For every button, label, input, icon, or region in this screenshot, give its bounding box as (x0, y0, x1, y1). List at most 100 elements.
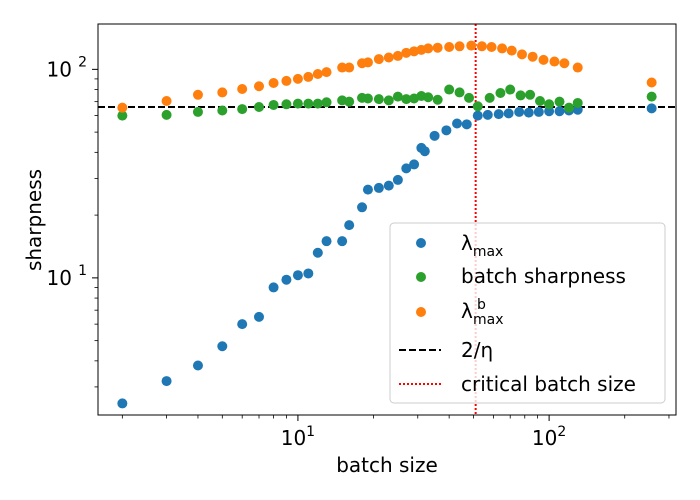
x-axis-label: batch size (336, 453, 438, 477)
point-batch-sharpness-2 (192, 106, 203, 117)
point-lambda-max-b-24 (444, 41, 455, 52)
point-lambda-max-b-29 (497, 43, 508, 54)
point-lambda-max-b-19 (401, 47, 412, 58)
point-lambda-max-b-5 (254, 81, 265, 92)
point-lambda-max-b-11 (321, 67, 332, 78)
point-batch-sharpness-7 (281, 99, 292, 110)
point-lambda-max-b-2 (192, 89, 203, 100)
point-lambda-max-b-13 (344, 62, 355, 73)
plot-frame (97, 23, 677, 416)
point-batch-sharpness-18 (392, 91, 403, 102)
point-lambda-max-14 (357, 202, 368, 213)
point-batch-sharpness-25 (454, 87, 465, 98)
point-batch-sharpness-36 (564, 102, 575, 113)
legend-entry-batch-sharpness: batch sharpness (461, 264, 626, 288)
point-batch-sharpness-8 (292, 98, 303, 109)
point-batch-sharpness-17 (383, 95, 394, 106)
legend: λmax batch sharpness λ b max 2/η critica… (389, 222, 666, 404)
point-lambda-max-b-10 (312, 68, 323, 79)
point-lambda-max-6 (268, 282, 279, 293)
point-batch-sharpness-13 (344, 96, 355, 107)
point-batch-sharpness-10 (312, 98, 323, 109)
point-batch-sharpness-4 (237, 104, 248, 115)
point-batch-sharpness-9 (303, 98, 314, 109)
point-lambda-max-18 (392, 174, 403, 185)
point-lambda-max-12 (337, 236, 348, 247)
point-lambda-max-b-25 (454, 41, 465, 52)
point-lambda-max-19 (401, 163, 412, 174)
point-batch-sharpness-5 (254, 101, 265, 112)
point-lambda-max-22 (419, 146, 430, 157)
point-lambda-max-b-4 (237, 83, 248, 94)
legend-marker-lambda-max-b (416, 307, 426, 317)
point-lambda-max-b-28 (486, 41, 497, 52)
point-lambda-max-31 (514, 106, 525, 117)
point-batch-sharpness-27 (472, 101, 483, 112)
point-batch-sharpness-16 (373, 94, 384, 105)
point-lambda-max-b-34 (549, 56, 560, 67)
point-lambda-max-27 (472, 110, 483, 121)
point-lambda-max-13 (344, 220, 355, 231)
point-lambda-max-b-35 (559, 58, 570, 69)
point-lambda-max-b-26 (466, 40, 477, 51)
point-batch-sharpness-26 (464, 92, 475, 103)
point-lambda-max-b-33 (538, 54, 549, 65)
point-lambda-max-20 (409, 159, 420, 170)
legend-marker-batch-sharpness (416, 272, 426, 282)
y-axis-label: sharpness (22, 169, 46, 271)
point-lambda-max-b-15 (362, 57, 373, 68)
point-lambda-max-b-36 (572, 62, 583, 73)
point-lambda-max-32 (523, 107, 534, 118)
point-lambda-max-0 (117, 398, 128, 409)
legend-entry-lambda-max-b-sup: b (477, 297, 486, 313)
legend-entry-2-over-eta: 2/η (461, 338, 493, 362)
legend-entry-lambda-max-b-sub: max (473, 312, 504, 328)
point-batch-sharpness-1 (161, 109, 172, 120)
point-lambda-max-15 (362, 184, 373, 195)
point-lambda-max-b-22 (423, 43, 434, 54)
point-lambda-max-b-30 (506, 45, 517, 56)
point-lambda-max-29 (493, 109, 504, 120)
point-lambda-max-16 (373, 182, 384, 193)
y-axis-ticks: 10 1 10 2 (47, 54, 98, 388)
point-lambda-max-35 (554, 106, 565, 117)
point-lambda-max-34 (544, 106, 555, 117)
point-batch-sharpness-3 (217, 105, 228, 116)
point-lambda-max-b-18 (392, 50, 403, 61)
point-lambda-max-9 (303, 268, 314, 279)
point-lambda-max-24 (441, 125, 452, 136)
point-batch-sharpness-35 (554, 96, 565, 107)
point-batch-sharpness-0 (117, 110, 128, 121)
point-lambda-max-b-0 (117, 102, 128, 113)
point-lambda-max-b-23 (432, 42, 443, 53)
point-lambda-max-b-7 (281, 75, 292, 86)
x-axis-ticks: 101 102 (121, 415, 670, 450)
point-lambda-max-8 (292, 270, 303, 281)
point-batch-sharpness-28 (484, 92, 495, 103)
point-lambda-max-7 (281, 274, 292, 285)
point-batch-sharpness-30 (505, 84, 516, 95)
point-lambda-max-b-3 (217, 87, 228, 98)
point-lambda-max-b-1 (161, 96, 172, 107)
point-lambda-max-5 (254, 311, 265, 322)
point-batch-sharpness-15 (362, 93, 373, 104)
point-lambda-max-10 (312, 247, 323, 258)
legend-box (389, 222, 666, 404)
point-lambda-max-33 (533, 106, 544, 117)
y-tick-label: 10 (47, 266, 72, 290)
point-batch-sharpness-29 (495, 88, 506, 99)
point-batch-sharpness-19 (401, 94, 412, 105)
point-batch-sharpness-24 (444, 84, 455, 95)
point-lambda-max-b-32 (527, 51, 538, 62)
point-lambda-max-b-27 (476, 41, 487, 52)
point-lambda-max-b-17 (383, 52, 394, 63)
data-points (117, 40, 657, 409)
point-lambda-max-25 (452, 118, 463, 129)
point-lambda-max-b-16 (373, 54, 384, 65)
y-tick-label-exponent: 2 (78, 54, 87, 70)
point-lambda-max-38 (646, 103, 657, 114)
point-batch-sharpness-23 (432, 94, 443, 105)
point-batch-sharpness-22 (423, 92, 434, 103)
point-lambda-max-2 (192, 360, 203, 371)
